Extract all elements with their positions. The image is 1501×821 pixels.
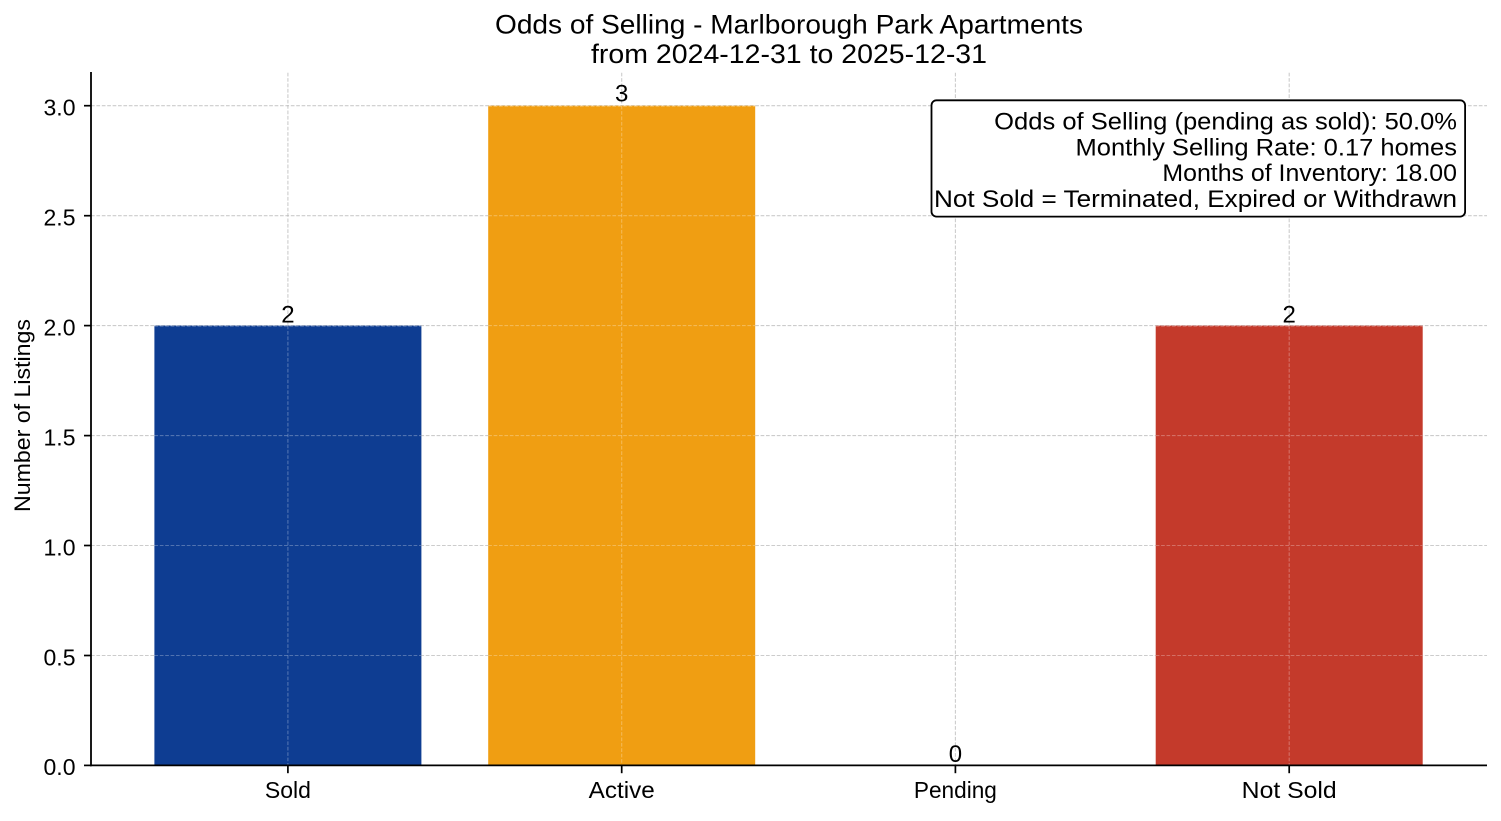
svg-text:Odds of Selling (pending as so: Odds of Selling (pending as sold): 50.0% [994, 109, 1457, 136]
svg-text:1.0: 1.0 [44, 534, 76, 560]
svg-text:3: 3 [615, 81, 628, 108]
svg-text:0.0: 0.0 [44, 754, 76, 780]
svg-text:from 2024-12-31 to 2025-12-31: from 2024-12-31 to 2025-12-31 [591, 39, 987, 69]
svg-text:Number of Listings: Number of Listings [10, 319, 35, 512]
svg-text:Sold: Sold [265, 777, 311, 803]
svg-text:2.5: 2.5 [44, 205, 76, 231]
svg-text:Not Sold: Not Sold [1242, 777, 1337, 803]
svg-text:1.5: 1.5 [44, 424, 76, 450]
svg-text:2.0: 2.0 [44, 314, 76, 340]
svg-text:Pending: Pending [914, 777, 997, 803]
svg-text:Odds of Selling - Marlborough: Odds of Selling - Marlborough Park Apart… [495, 10, 1083, 40]
svg-text:0: 0 [949, 741, 962, 768]
svg-text:0.5: 0.5 [44, 644, 76, 670]
svg-text:Monthly Selling Rate: 0.17 hom: Monthly Selling Rate: 0.17 homes [1076, 134, 1458, 161]
svg-text:Not Sold = Terminated, Expired: Not Sold = Terminated, Expired or Withdr… [934, 186, 1457, 213]
svg-text:Months of Inventory: 18.00: Months of Inventory: 18.00 [1162, 160, 1457, 187]
svg-text:2: 2 [281, 301, 294, 328]
svg-text:3.0: 3.0 [44, 95, 76, 121]
svg-text:Active: Active [589, 777, 655, 803]
svg-text:2: 2 [1283, 301, 1296, 328]
